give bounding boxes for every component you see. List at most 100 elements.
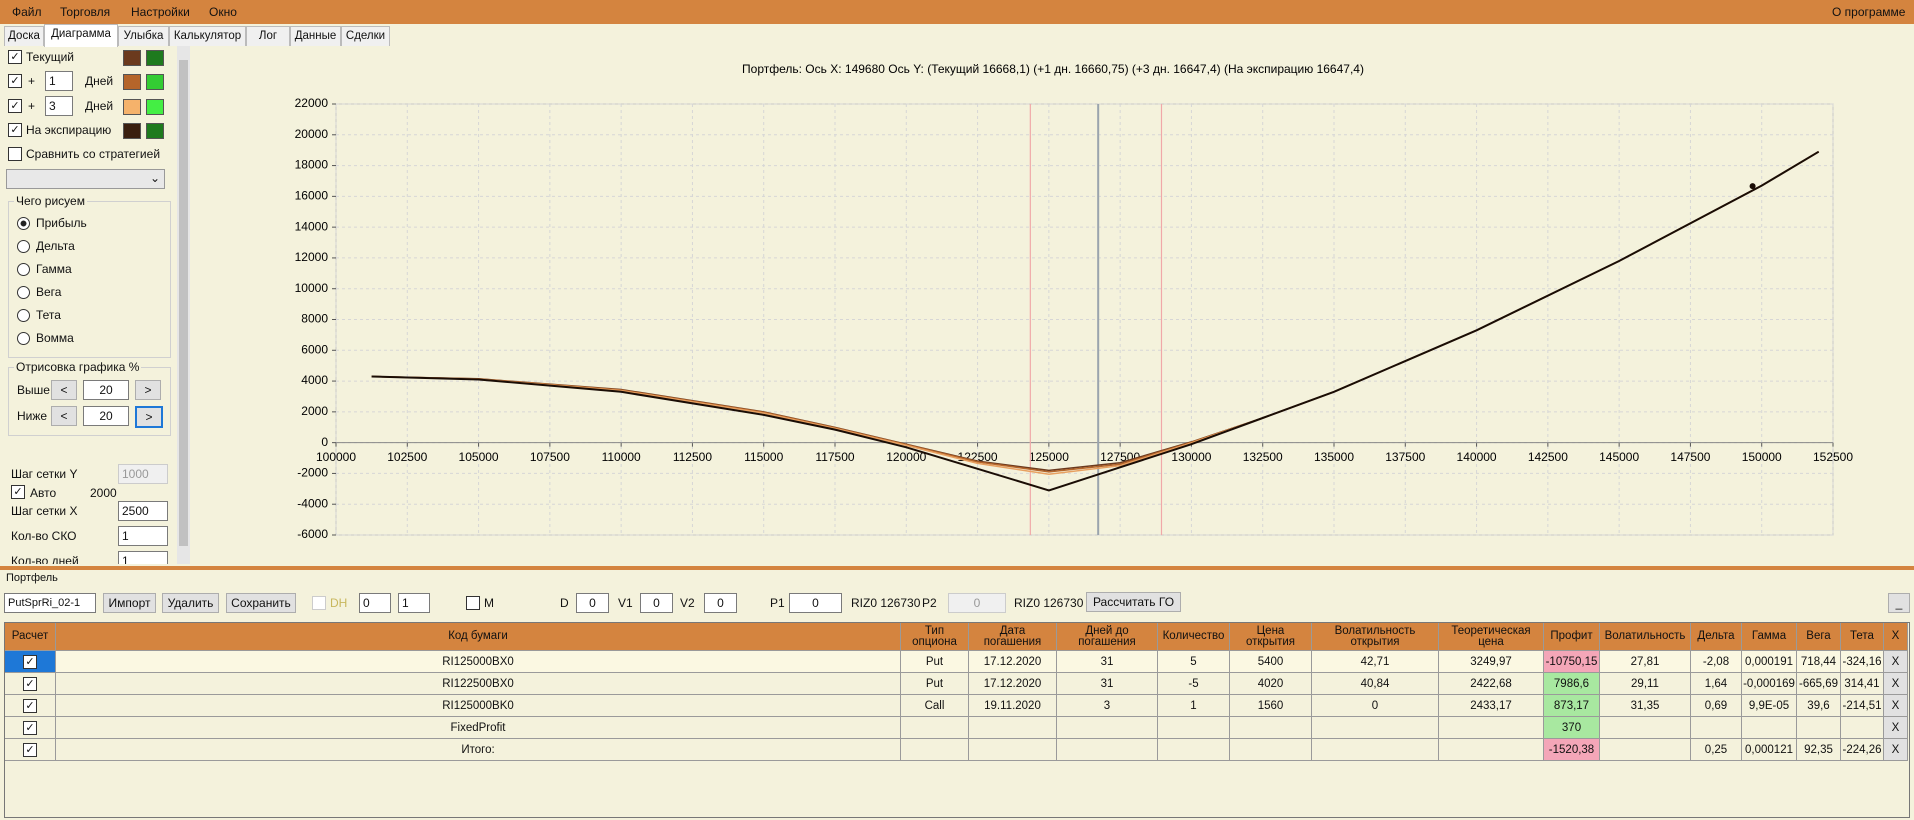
- menu-item[interactable]: Окно: [209, 5, 237, 19]
- tab[interactable]: Доска: [4, 26, 44, 46]
- table-cell: 5: [1158, 651, 1230, 673]
- checkbox[interactable]: ✓: [8, 99, 22, 113]
- table-cell: 0,25: [1691, 739, 1742, 761]
- column-header: Волатильность: [1600, 623, 1691, 651]
- tab[interactable]: Калькулятор: [169, 26, 246, 46]
- table-cell[interactable]: X: [1884, 651, 1908, 673]
- radio[interactable]: [17, 309, 30, 322]
- label: Вомма: [36, 331, 74, 345]
- table-cell[interactable]: X: [1884, 673, 1908, 695]
- table-cell[interactable]: X: [1884, 739, 1908, 761]
- input[interactable]: 3: [45, 96, 73, 116]
- checkbox[interactable]: ✓: [23, 654, 37, 669]
- table-cell[interactable]: X: [1884, 717, 1908, 739]
- input[interactable]: 1: [45, 71, 73, 91]
- radio[interactable]: [17, 332, 30, 345]
- table-cell: [1057, 739, 1158, 761]
- input[interactable]: 20: [83, 380, 129, 400]
- color-swatch[interactable]: [146, 99, 164, 115]
- label: Вега: [36, 285, 62, 299]
- checkbox[interactable]: ✓: [23, 698, 37, 713]
- table-cell: 5400: [1230, 651, 1312, 673]
- checkbox[interactable]: ✓: [23, 720, 37, 735]
- checkbox[interactable]: ✓: [23, 676, 37, 691]
- checkbox[interactable]: ✓: [23, 742, 37, 757]
- input[interactable]: 2500: [118, 501, 168, 521]
- radio[interactable]: [17, 286, 30, 299]
- table-cell: [969, 739, 1057, 761]
- checkbox[interactable]: ✓: [8, 123, 22, 137]
- x-tick-label: 132500: [1243, 450, 1283, 464]
- button[interactable]: Удалить: [162, 593, 219, 613]
- table-cell: 0,000191: [1742, 651, 1797, 673]
- spinner[interactable]: 1: [398, 593, 430, 613]
- y-tick-label: 18000: [295, 158, 329, 172]
- color-swatch[interactable]: [146, 123, 164, 139]
- checkbox[interactable]: ✓: [11, 485, 25, 499]
- radio[interactable]: [17, 217, 30, 230]
- input[interactable]: 1: [118, 526, 168, 546]
- dropdown[interactable]: ⌄: [6, 169, 165, 189]
- checkbox[interactable]: ✓: [8, 74, 22, 88]
- label: Прибыль: [36, 216, 87, 230]
- button[interactable]: Сохранить: [226, 593, 296, 613]
- input[interactable]: 0: [576, 593, 609, 613]
- button[interactable]: Импорт: [103, 593, 156, 613]
- y-tick-label: 20000: [295, 127, 329, 141]
- spinner[interactable]: 0: [359, 593, 391, 613]
- table-cell: Итого:: [56, 739, 901, 761]
- color-swatch[interactable]: [123, 99, 141, 115]
- splitter[interactable]: [0, 566, 1914, 570]
- button[interactable]: >: [135, 406, 163, 428]
- menu-item[interactable]: О программе: [1832, 5, 1906, 19]
- checkbox[interactable]: [8, 147, 22, 161]
- dropdown[interactable]: PutSprRi_02-1: [4, 593, 96, 613]
- x-tick-label: 137500: [1385, 450, 1425, 464]
- tab[interactable]: Сделки: [341, 26, 390, 46]
- y-tick-label: 6000: [301, 342, 328, 356]
- radio[interactable]: [17, 240, 30, 253]
- button[interactable]: _: [1888, 593, 1910, 613]
- table-cell: 0: [1312, 695, 1439, 717]
- x-tick-label: 115000: [744, 450, 783, 464]
- label: Тета: [36, 308, 61, 322]
- checkbox[interactable]: [466, 596, 480, 610]
- scrollbar[interactable]: [177, 46, 190, 564]
- column-header: Расчет: [5, 623, 56, 651]
- button[interactable]: Рассчитать ГО: [1086, 592, 1181, 612]
- label: Дней: [85, 74, 114, 88]
- input[interactable]: 0: [704, 593, 737, 613]
- label: Кол-во СКО: [11, 529, 77, 543]
- chart: Портфель: Ось X: 149680 Ось Y: (Текущий …: [295, 62, 1854, 541]
- table-cell: Put: [901, 651, 969, 673]
- column-header: Профит: [1544, 623, 1600, 651]
- menu-item[interactable]: Файл: [12, 5, 42, 19]
- y-tick-label: -4000: [297, 496, 328, 510]
- checkbox[interactable]: ✓: [8, 50, 22, 64]
- input[interactable]: 1: [118, 551, 168, 564]
- tab[interactable]: Улыбка: [118, 26, 169, 46]
- table-cell[interactable]: X: [1884, 695, 1908, 717]
- table-cell: FixedProfit: [56, 717, 901, 739]
- color-swatch[interactable]: [123, 123, 141, 139]
- menu-item[interactable]: Настройки: [131, 5, 190, 19]
- input[interactable]: 20: [83, 406, 129, 426]
- tab[interactable]: Данные: [290, 26, 341, 46]
- button[interactable]: <: [51, 380, 77, 400]
- color-swatch[interactable]: [146, 74, 164, 90]
- color-swatch[interactable]: [123, 74, 141, 90]
- color-swatch[interactable]: [146, 50, 164, 66]
- radio[interactable]: [17, 263, 30, 276]
- button[interactable]: <: [51, 406, 77, 426]
- input[interactable]: 0: [789, 593, 842, 613]
- tab[interactable]: Лог: [246, 26, 290, 46]
- tab[interactable]: Диаграмма: [44, 24, 118, 47]
- button[interactable]: >: [135, 380, 161, 400]
- x-tick-label: 130000: [1171, 450, 1211, 464]
- y-tick-label: 2000: [301, 404, 328, 418]
- label: P1: [770, 596, 785, 610]
- menu-item[interactable]: Торговля: [60, 5, 111, 19]
- input[interactable]: 0: [640, 593, 673, 613]
- table-cell: [1841, 717, 1884, 739]
- color-swatch[interactable]: [123, 50, 141, 66]
